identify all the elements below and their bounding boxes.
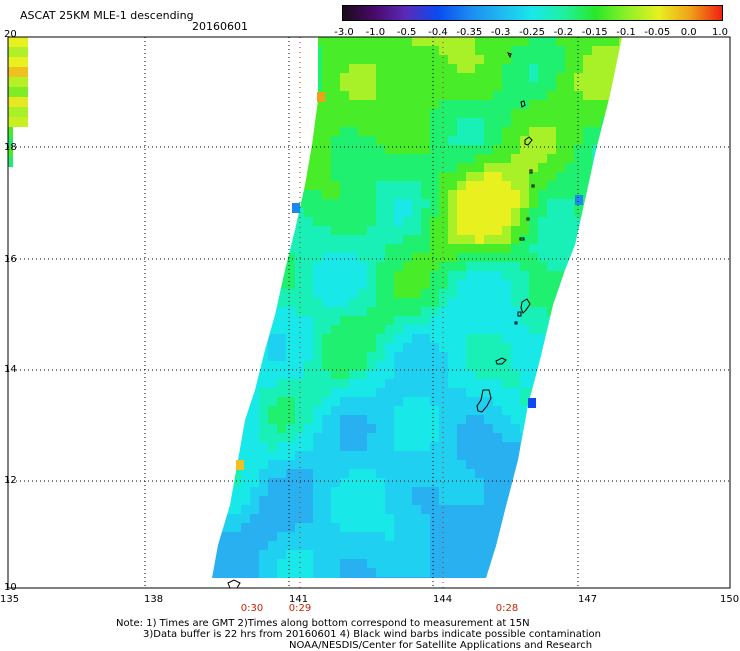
outlier-cell (236, 460, 244, 470)
colorbar (342, 5, 723, 21)
island-outline (476, 389, 492, 413)
island-outline (507, 52, 512, 59)
lon-label-141: 141 (289, 594, 309, 605)
island-outline (520, 298, 531, 314)
colorbar-label: 1.0 (712, 27, 728, 38)
colorbar-label: -0.05 (644, 27, 671, 38)
island-outline (529, 169, 533, 174)
strip-cell (8, 117, 28, 127)
outlier-cell (317, 92, 325, 102)
lat-label-10: 10 (4, 582, 17, 593)
island-outline (524, 136, 533, 146)
map-date: 20160601 (192, 20, 248, 33)
strip-cell (8, 147, 13, 157)
island-outline (526, 217, 530, 221)
lon-label-150: 150 (720, 594, 740, 605)
lon-label-138: 138 (144, 594, 164, 605)
colorbar-label: 0.0 (680, 27, 697, 38)
island-outline (519, 237, 525, 241)
island-outline (531, 184, 535, 188)
lat-label-20: 20 (4, 29, 17, 40)
strip-cell (8, 107, 28, 117)
note-line-2: 3)Data buffer is 22 hrs from 20160601 4)… (143, 629, 601, 640)
lon-label-147: 147 (578, 594, 598, 605)
colorbar-label: -3.0 (334, 27, 354, 38)
colorbar-label: -0.4 (428, 27, 448, 38)
strip-cell (8, 157, 13, 167)
time-label-1: 0:30 (240, 603, 264, 614)
plot-frame (7, 36, 731, 589)
colorbar-label: -0.15 (581, 27, 608, 38)
note-line-3: NOAA/NESDIS/Center for Satellite Applica… (289, 640, 593, 651)
outlier-cell (292, 203, 300, 213)
strip-cell (8, 37, 28, 47)
island-outline (520, 100, 526, 108)
lat-label-18: 18 (4, 142, 17, 153)
lon-label-135: 135 (0, 594, 20, 605)
island-outline (514, 321, 518, 325)
lon-label-144: 144 (433, 594, 453, 605)
time-label-2: 0:29 (288, 603, 312, 614)
strip-cell (8, 97, 28, 107)
wind-field (212, 37, 622, 578)
map-title: ASCAT 25KM MLE-1 descending (20, 9, 194, 22)
colorbar-label: -0.25 (519, 27, 545, 38)
colorbar-label: -0.35 (456, 27, 483, 38)
island-outline (495, 357, 507, 365)
time-label-3: 0:28 (495, 603, 519, 614)
outlier-cell (575, 195, 583, 205)
island-outline (517, 311, 522, 317)
strip-cell (8, 77, 28, 87)
colorbar-label: -0.2 (553, 27, 574, 38)
strip-cell (8, 87, 28, 97)
strip-cell (8, 57, 28, 67)
colorbar-labels: -3.0 -1.0 -0.5 -0.4 -0.35 -0.3 -0.25 -0.2 -0.15-… (330, 27, 730, 39)
strip-cell (8, 67, 28, 77)
colorbar-label: -1.0 (365, 27, 386, 38)
outlier-cell (528, 398, 536, 408)
colorbar-label: -0.1 (616, 27, 636, 38)
strip-cell (8, 127, 13, 137)
strip-cell (8, 47, 28, 57)
lat-label-16: 16 (4, 254, 17, 265)
strip-cell (8, 137, 13, 147)
colorbar-label: -0.3 (490, 27, 511, 38)
island-outline (227, 579, 241, 589)
colorbar-label: -0.5 (396, 27, 417, 38)
lat-label-14: 14 (4, 364, 17, 375)
lat-label-12: 12 (4, 475, 17, 486)
note-line-1: Note: 1) Times are GMT 2)Times along bot… (116, 618, 530, 629)
